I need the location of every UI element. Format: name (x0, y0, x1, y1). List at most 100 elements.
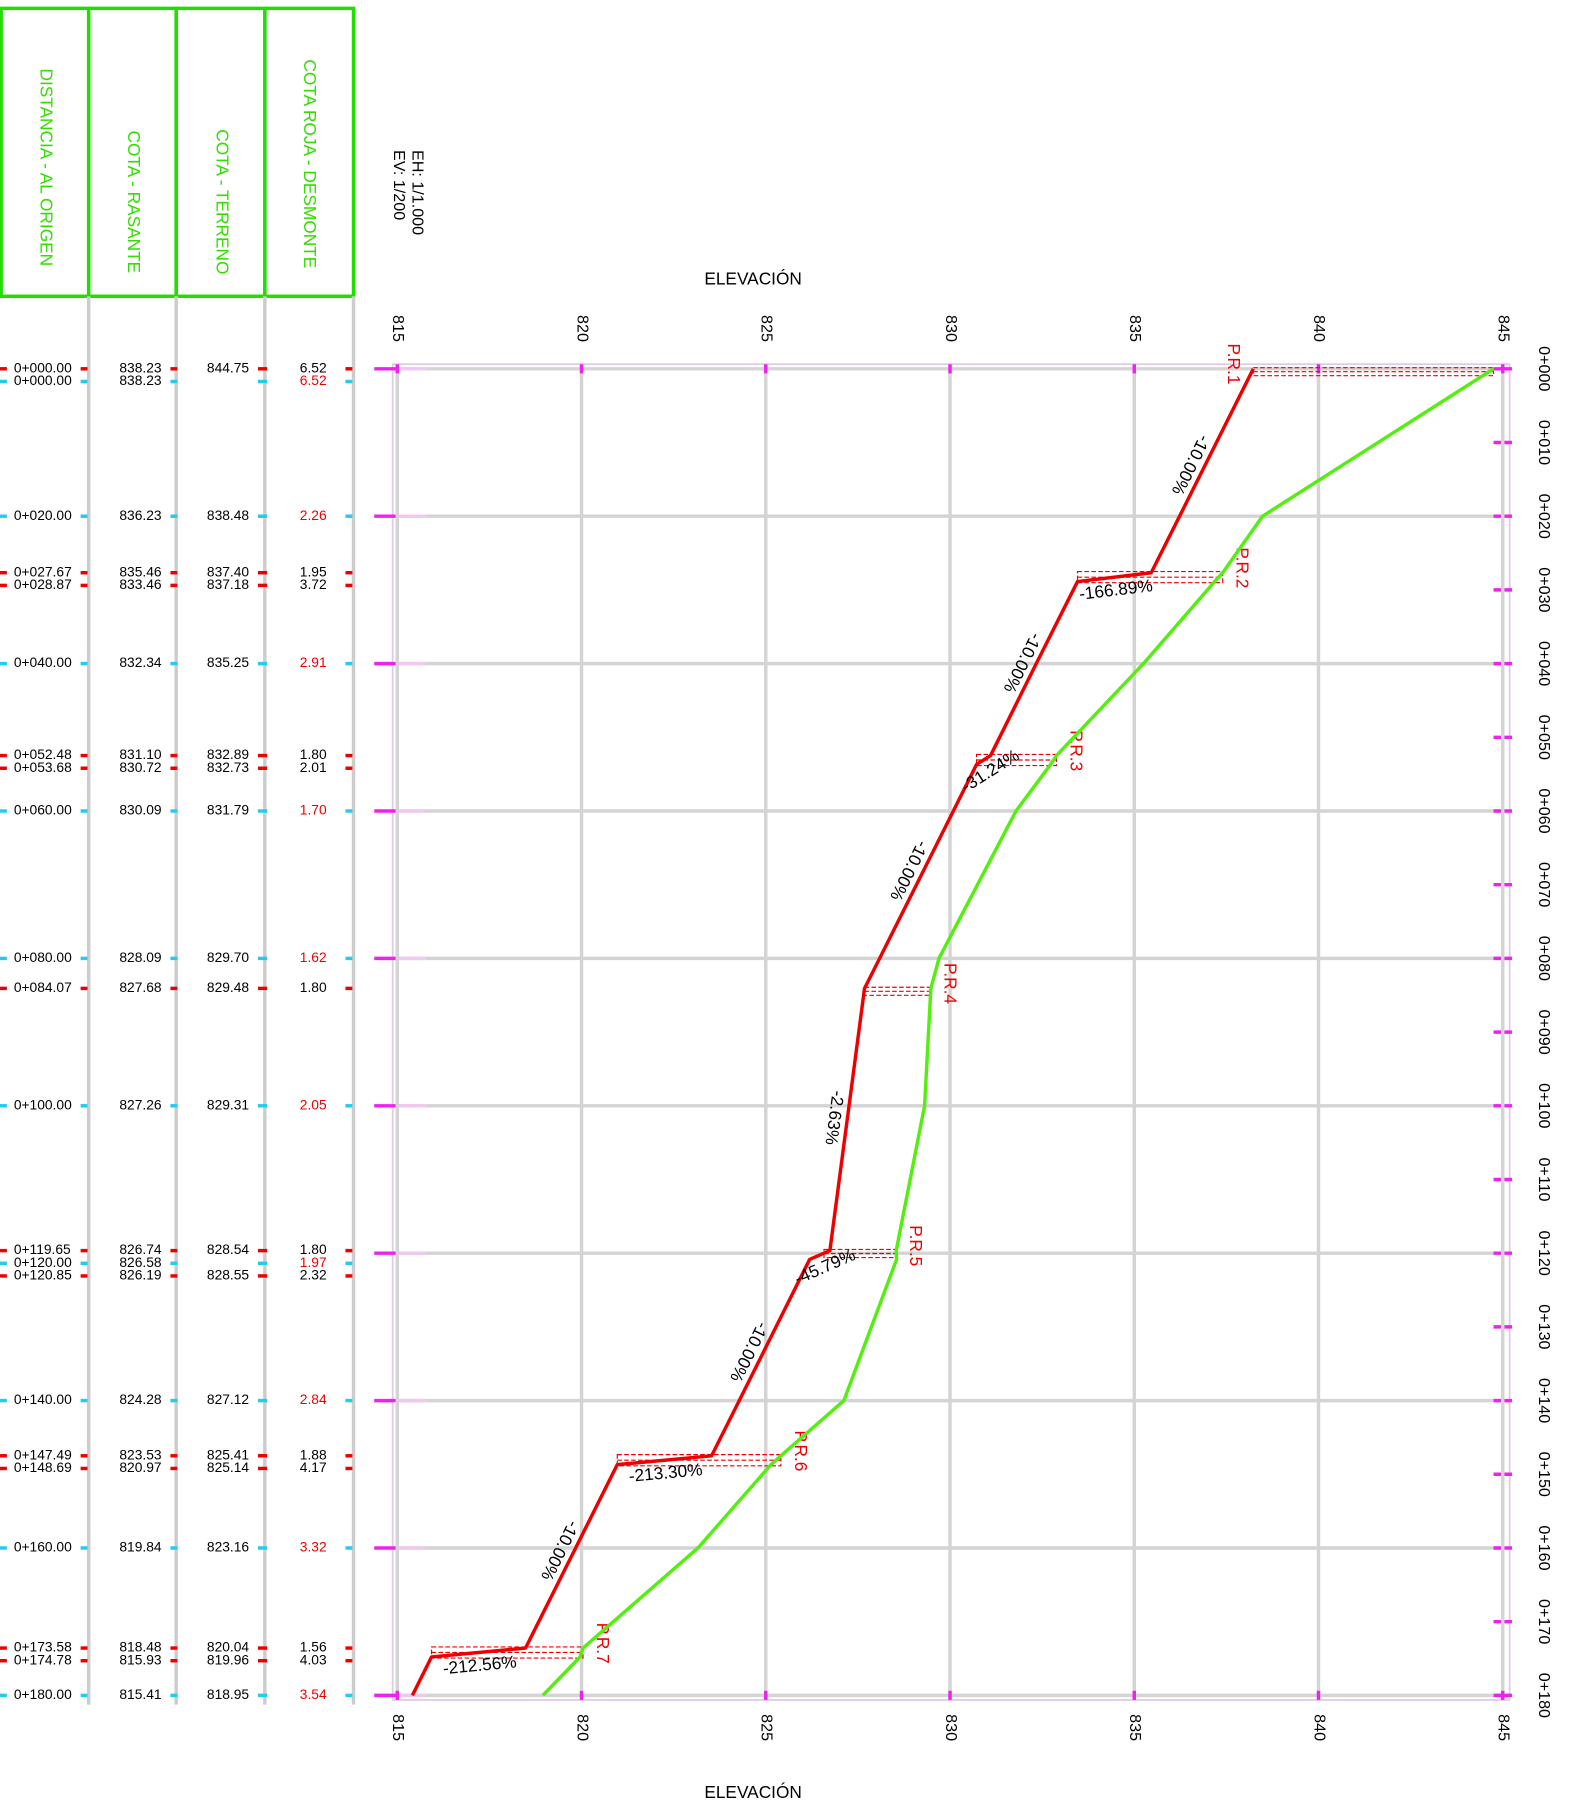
rasante: 826.74 (119, 1241, 162, 1257)
station-label: 0+040 (1535, 641, 1553, 686)
cota-roja: 4.17 (300, 1459, 327, 1475)
terreno: 832.89 (207, 746, 250, 762)
station-label: 0+070 (1535, 862, 1553, 907)
elevation-label: 845 (1494, 315, 1512, 342)
cota-roja: 2.32 (300, 1267, 327, 1283)
rasante-line (410, 368, 1255, 1697)
cota-roja: 1.56 (300, 1639, 327, 1655)
terreno: 825.41 (207, 1446, 249, 1462)
grade-label: -10.00% (886, 838, 933, 904)
cota-roja: 6.52 (300, 372, 327, 388)
scale-label: EH: 1/1.000 (409, 150, 427, 235)
terreno: 828.55 (207, 1267, 250, 1283)
elevation-label: 840 (1310, 315, 1328, 342)
cota-roja: 3.32 (300, 1539, 327, 1555)
rasante: 823.53 (119, 1446, 162, 1462)
cota-roja: 6.52 (300, 359, 327, 375)
distance: 0+027.67 (14, 563, 72, 579)
rasante: 827.26 (119, 1096, 162, 1112)
rasante: 824.28 (119, 1391, 162, 1407)
rasante: 828.09 (119, 949, 162, 965)
station-label: 0+000 (1535, 346, 1553, 391)
station-label: 0+080 (1535, 936, 1553, 981)
distance: 0+020.00 (14, 507, 72, 523)
station-label: 0+170 (1535, 1599, 1553, 1644)
distance: 0+119.65 (14, 1241, 71, 1257)
elevation-label: 820 (573, 315, 591, 342)
distance: 0+000.00 (14, 359, 72, 375)
elevation-label: 845 (1494, 1714, 1512, 1741)
station-label: 0+090 (1535, 1009, 1553, 1054)
elevation-label: 830 (942, 1714, 960, 1741)
distance: 0+120.00 (14, 1254, 72, 1270)
terreno: 827.12 (207, 1391, 249, 1407)
pr-label: P.R.4 (941, 963, 961, 1004)
column-header: COTA ROJA - DESMONTE (300, 59, 320, 268)
rasante: 836.23 (119, 507, 162, 523)
terreno: 819.96 (207, 1651, 250, 1667)
distance: 0+052.48 (14, 746, 72, 762)
distance: 0+174.78 (14, 1651, 72, 1667)
elevation-label: 825 (758, 1714, 776, 1741)
elevation-label: 820 (573, 1714, 591, 1741)
cota-roja: 3.54 (300, 1686, 327, 1702)
rasante: 826.58 (119, 1254, 162, 1270)
distance: 0+140.00 (14, 1391, 72, 1407)
rasante: 830.09 (119, 802, 162, 818)
rasante: 815.93 (119, 1651, 162, 1667)
station-label: 0+100 (1535, 1083, 1553, 1128)
cota-roja: 4.03 (300, 1651, 327, 1667)
cota-roja: 2.05 (300, 1096, 327, 1112)
station-label: 0+160 (1535, 1525, 1553, 1570)
rasante: 827.68 (119, 979, 162, 995)
grade-label: -10.00% (1168, 432, 1215, 498)
cota-roja: 1.80 (300, 1241, 327, 1257)
rasante: 815.41 (119, 1686, 161, 1702)
terreno: 844.75 (207, 359, 250, 375)
station-label: 0+150 (1535, 1452, 1553, 1497)
elevation-label: 815 (389, 1714, 407, 1741)
rasante: 838.23 (119, 372, 162, 388)
elevation-label: 815 (389, 315, 407, 342)
station-label: 0+120 (1535, 1231, 1553, 1276)
pr-label: P.R.2 (1233, 547, 1253, 588)
terreno-line (541, 367, 1495, 1697)
grade-label: -10.00% (537, 1518, 584, 1584)
station-label: 0+030 (1535, 567, 1553, 612)
distance: 0+000.00 (14, 372, 72, 388)
cota-roja: 1.70 (300, 802, 327, 818)
rasante: 833.46 (119, 576, 162, 592)
terreno: 837.40 (207, 563, 250, 579)
terreno: 837.18 (207, 576, 250, 592)
terreno: 829.48 (207, 979, 250, 995)
cota-roja: 1.80 (300, 979, 327, 995)
terreno: 829.31 (207, 1096, 249, 1112)
rasante: 831.10 (119, 746, 162, 762)
axis-title: ELEVACIÓN (704, 269, 802, 289)
terreno: 820.04 (207, 1639, 250, 1655)
cota-roja: 2.01 (300, 759, 327, 775)
distance: 0+147.49 (14, 1446, 72, 1462)
cota-roja: 2.84 (300, 1391, 327, 1407)
rasante: 818.48 (119, 1639, 162, 1655)
distance: 0+148.69 (14, 1459, 72, 1475)
station-label: 0+140 (1535, 1378, 1553, 1423)
rasante: 838.23 (119, 359, 162, 375)
distance: 0+084.07 (14, 979, 72, 995)
distance: 0+060.00 (14, 802, 72, 818)
pr-label: P.R.5 (906, 1225, 926, 1266)
axis-title: ELEVACIÓN (704, 1782, 802, 1802)
header-boxes (0, 6, 356, 298)
terreno: 835.25 (207, 654, 250, 670)
distance: 0+100.00 (14, 1096, 72, 1112)
column-header: COTA - RASANTE (124, 131, 144, 274)
elevation-label: 835 (1126, 315, 1144, 342)
scale-label: EV: 1/200 (390, 150, 408, 220)
distance: 0+028.87 (14, 576, 72, 592)
rasante: 835.46 (119, 563, 162, 579)
terreno: 818.95 (207, 1686, 250, 1702)
cota-roja: 1.80 (300, 746, 327, 762)
elevation-label: 825 (758, 315, 776, 342)
station-label: 0+130 (1535, 1304, 1553, 1349)
